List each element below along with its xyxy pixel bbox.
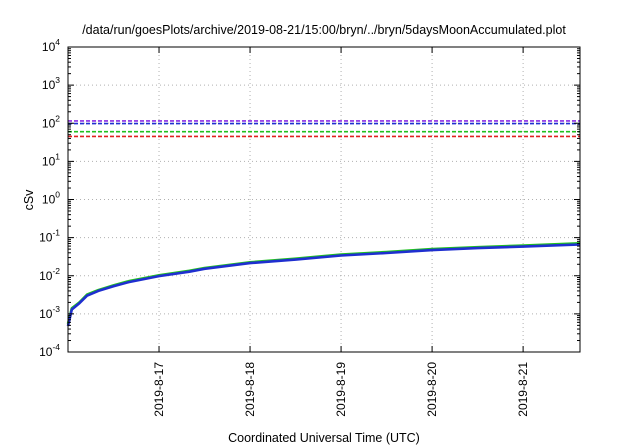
x-axis-ticks: 2019-8-17 2019-8-18 2019-8-19 2019-8-20 2019… <box>152 47 530 417</box>
y-axis-ticks: 10-4 10-3 10-2 10-1 100 101 102 103 104 <box>39 37 580 359</box>
y-tick-label: 10-1 <box>39 228 60 245</box>
series-line <box>66 243 581 327</box>
threshold-lines <box>68 120 580 138</box>
x-tick-label: 2019-8-18 <box>243 362 257 417</box>
y-tick-label: 104 <box>42 37 60 54</box>
y-tick-label: 102 <box>42 113 60 130</box>
x-tick-label: 2019-8-21 <box>516 362 530 417</box>
x-tick-label: 2019-8-20 <box>425 362 439 417</box>
chart-title: /data/run/goesPlots/archive/2019-08-21/1… <box>82 23 566 37</box>
y-tick-label: 10-3 <box>39 304 60 321</box>
y-axis-label: cSv <box>22 189 36 211</box>
y-tick-label: 10-2 <box>39 266 60 283</box>
y-tick-label: 101 <box>42 151 60 168</box>
x-axis-label: Coordinated Universal Time (UTC) <box>228 431 420 445</box>
x-tick-label: 2019-8-19 <box>334 362 348 417</box>
y-tick-label: 103 <box>42 75 60 92</box>
series-lines <box>66 242 581 327</box>
y-tick-label: 10-4 <box>39 342 60 359</box>
y-tick-label: 100 <box>42 190 60 207</box>
x-tick-label: 2019-8-17 <box>152 362 166 417</box>
